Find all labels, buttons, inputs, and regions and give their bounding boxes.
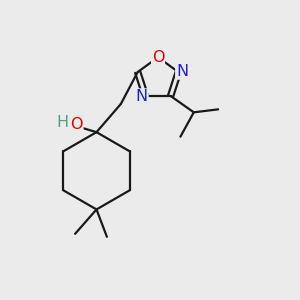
- Text: N: N: [136, 89, 148, 104]
- Text: H: H: [57, 115, 69, 130]
- Text: O: O: [70, 117, 83, 132]
- Text: O: O: [152, 50, 164, 65]
- Text: N: N: [176, 64, 188, 79]
